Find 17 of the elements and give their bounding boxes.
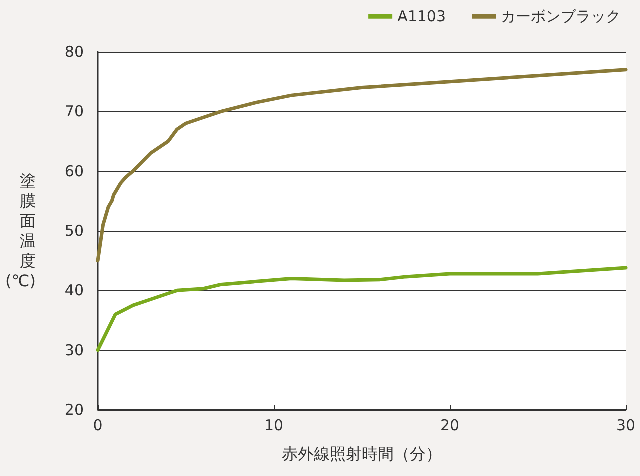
legend-label: カーボンブラック	[501, 8, 621, 26]
y-tick-label: 30	[64, 341, 84, 360]
x-axis-title: 赤外線照射時間（分）	[282, 444, 442, 464]
x-tick-label: 30	[616, 416, 636, 434]
x-tick-label: 0	[93, 416, 103, 434]
y-axis-title: 塗膜面温度(℃)	[6, 172, 36, 290]
y-tick-label: 20	[64, 401, 84, 419]
legend-label: A1103	[398, 8, 446, 26]
x-tick-label: 10	[264, 416, 284, 434]
y-tick-label: 50	[64, 222, 84, 240]
x-tick-label: 20	[440, 416, 460, 434]
line-series	[96, 266, 628, 352]
y-tick-label: 80	[64, 43, 84, 61]
y-tick-label: 40	[64, 282, 84, 300]
y-tick-label: 60	[64, 162, 84, 180]
line-series	[96, 68, 628, 263]
y-tick-label: 70	[64, 102, 84, 121]
